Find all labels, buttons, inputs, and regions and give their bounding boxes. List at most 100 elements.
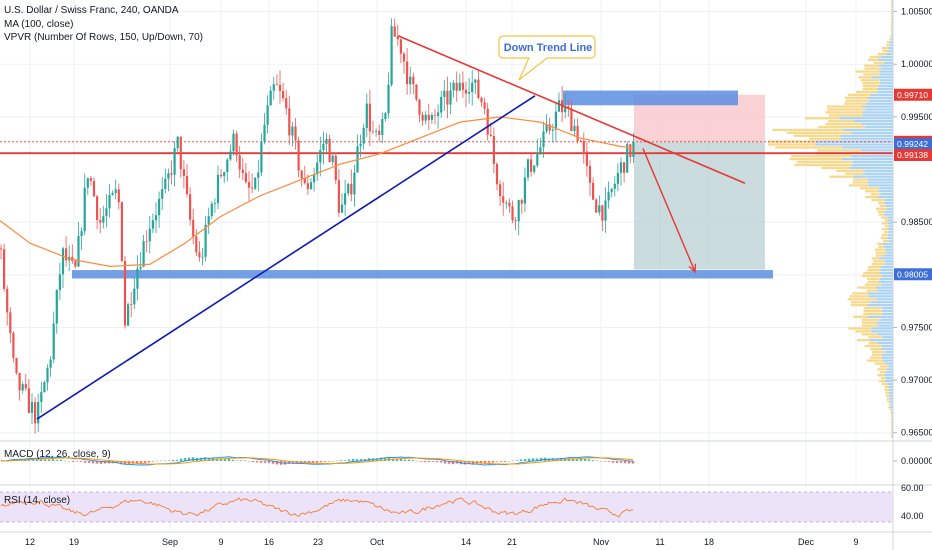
macd-histogram-bar [615, 461, 619, 463]
candle-body [381, 119, 384, 136]
vpvr-bar-down [891, 423, 893, 427]
vpvr-bar-down [891, 429, 892, 432]
vpvr-bar-down [855, 330, 872, 333]
vpvr-bar-up [879, 277, 893, 281]
vpvr-bar-up [848, 166, 893, 170]
vpvr-bar-up [882, 344, 893, 348]
vpvr-bar-up [881, 353, 893, 356]
candle-body [396, 36, 399, 40]
vpvr-bar-down [875, 254, 885, 257]
vpvr-bar-down [870, 193, 881, 196]
candle-body [58, 274, 61, 290]
candle-body [511, 206, 514, 221]
vpvr-bar-down [805, 117, 840, 120]
macd-histogram-bar [207, 458, 211, 461]
macd-histogram-bar [231, 459, 235, 461]
vpvr-bar-down [872, 353, 882, 356]
vpvr-bar-down [853, 315, 868, 318]
callout-text: Down Trend Line [504, 42, 593, 54]
macd-histogram-bar [131, 461, 135, 464]
vpvr-bar-up [839, 117, 893, 120]
candle-body [37, 402, 40, 424]
macd-histogram-bar [183, 457, 187, 461]
macd-histogram-bar [523, 458, 527, 461]
vpvr-bar-up [888, 230, 893, 234]
vpvr-bar-up [887, 47, 893, 50]
candle-body [626, 144, 629, 173]
vpvr-bar-up [891, 417, 893, 421]
macd-histogram-bar [619, 461, 623, 463]
candle-body [24, 384, 27, 389]
candle-body [576, 126, 579, 141]
vpvr-bar-up [888, 365, 893, 368]
vpvr-bar-up [887, 228, 893, 231]
vpvr-bar-up [891, 11, 893, 15]
vpvr-bar-up [887, 216, 893, 219]
vpvr-bar-down [885, 225, 890, 228]
vpvr-bar-down [869, 55, 881, 59]
vpvr-bar-up [869, 99, 893, 102]
vpvr-bar-up [850, 155, 893, 158]
rsi-tick-label: 40.00 [901, 511, 924, 521]
candle-body [49, 359, 52, 368]
price-tick-label: 1.00500 [901, 7, 932, 17]
candle-body [495, 163, 499, 185]
candle-body [117, 189, 120, 203]
vpvr-bar-up [883, 201, 893, 205]
macd-histogram-bar [39, 459, 43, 461]
vpvr-bar-down [793, 134, 841, 137]
candle-body [99, 219, 102, 223]
vpvr-legend: VPVR (Number Of Rows, 150, Up/Down, 70) [4, 32, 203, 43]
vpvr-bar-up [877, 87, 893, 91]
candle-body [433, 114, 437, 116]
vpvr-bar-up [888, 239, 893, 243]
macd-histogram-bar [487, 461, 491, 463]
macd-histogram-bar [203, 457, 207, 461]
vpvr-bar-up [881, 306, 893, 310]
candle-body [80, 231, 83, 237]
macd-histogram-bar [363, 459, 367, 461]
vpvr-bar-down [858, 76, 872, 79]
take-profit-zone [634, 142, 765, 270]
candle-body [61, 248, 65, 275]
vpvr-bar-up [867, 96, 893, 99]
vpvr-bar-up [887, 222, 893, 225]
macd-histogram-bar [403, 459, 407, 461]
vpvr-bar-down [768, 143, 816, 146]
candle-body [164, 178, 167, 190]
candle-body [412, 76, 415, 85]
vpvr-bar-down [867, 268, 881, 272]
candle-body [595, 199, 598, 213]
candle-body [241, 169, 244, 174]
vpvr-bar-up [889, 397, 893, 400]
macd-histogram-bar [611, 461, 615, 463]
vpvr-bar-up [885, 350, 893, 354]
vpvr-bar-up [890, 44, 893, 47]
time-tick-label: Sep [162, 537, 178, 547]
candle-body [120, 202, 123, 261]
macd-line [0, 456, 634, 466]
time-tick-label: 18 [704, 537, 714, 547]
vpvr-bar-down [855, 90, 878, 94]
vpvr-bar-down [870, 347, 881, 351]
vpvr-bar-down [891, 11, 892, 15]
vpvr-bar-down [863, 312, 883, 316]
candle-body [198, 252, 201, 258]
callout-bubble [498, 35, 596, 81]
vpvr-bar-down [867, 280, 879, 283]
vpvr-bar-up [879, 257, 893, 260]
vpvr-bar-up [885, 248, 893, 251]
macd-histogram-bar [331, 461, 335, 462]
vpvr-bar-up [891, 414, 893, 418]
vpvr-bar-up [884, 371, 893, 374]
vpvr-bar-down [875, 251, 887, 254]
candle-body [592, 182, 595, 200]
vpvr-bar-down [873, 61, 885, 64]
vpvr-bar-down [891, 20, 892, 24]
vpvr-bar-down [826, 105, 862, 108]
vpvr-bar-down [863, 271, 880, 275]
candle-body [629, 144, 632, 157]
candle-body [18, 372, 21, 391]
macd-histogram-bar [603, 461, 607, 462]
